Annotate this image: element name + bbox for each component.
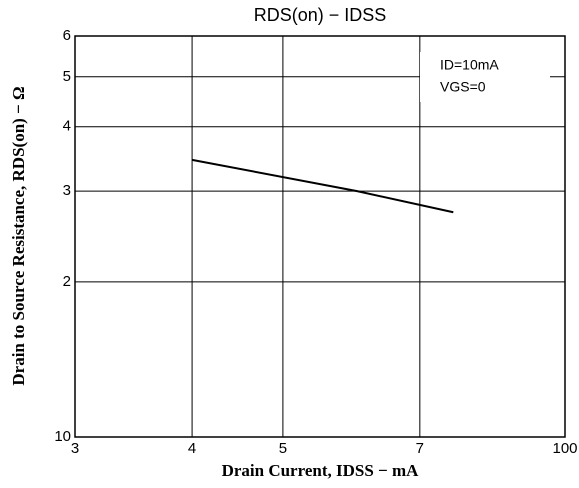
y-tick-label: 5 xyxy=(63,68,71,85)
annotation: ID=10mA xyxy=(440,57,499,73)
chart-title: RDS(on) − IDSS xyxy=(254,5,387,25)
x-axis-label: Drain Current, IDSS − mA xyxy=(222,461,420,480)
y-tick-label: 10 xyxy=(54,428,71,445)
x-tick-label: 5 xyxy=(279,440,287,457)
y-tick-label: 2 xyxy=(63,273,71,290)
annotation-box xyxy=(420,52,550,102)
plot-frame xyxy=(74,35,566,438)
y-tick-label: 6 xyxy=(63,27,71,44)
y-tick-label: 3 xyxy=(63,182,71,199)
y-axis-label: Drain to Source Resistance, RDS(on) − Ω xyxy=(9,86,28,385)
x-tick-label: 7 xyxy=(416,440,424,457)
x-tick-label: 4 xyxy=(188,440,196,457)
x-tick-label: 3 xyxy=(71,440,79,457)
y-tick-label: 4 xyxy=(63,118,71,135)
data-line xyxy=(191,158,454,214)
annotation: VGS=0 xyxy=(440,79,486,95)
x-tick-label: 100 xyxy=(552,440,577,457)
